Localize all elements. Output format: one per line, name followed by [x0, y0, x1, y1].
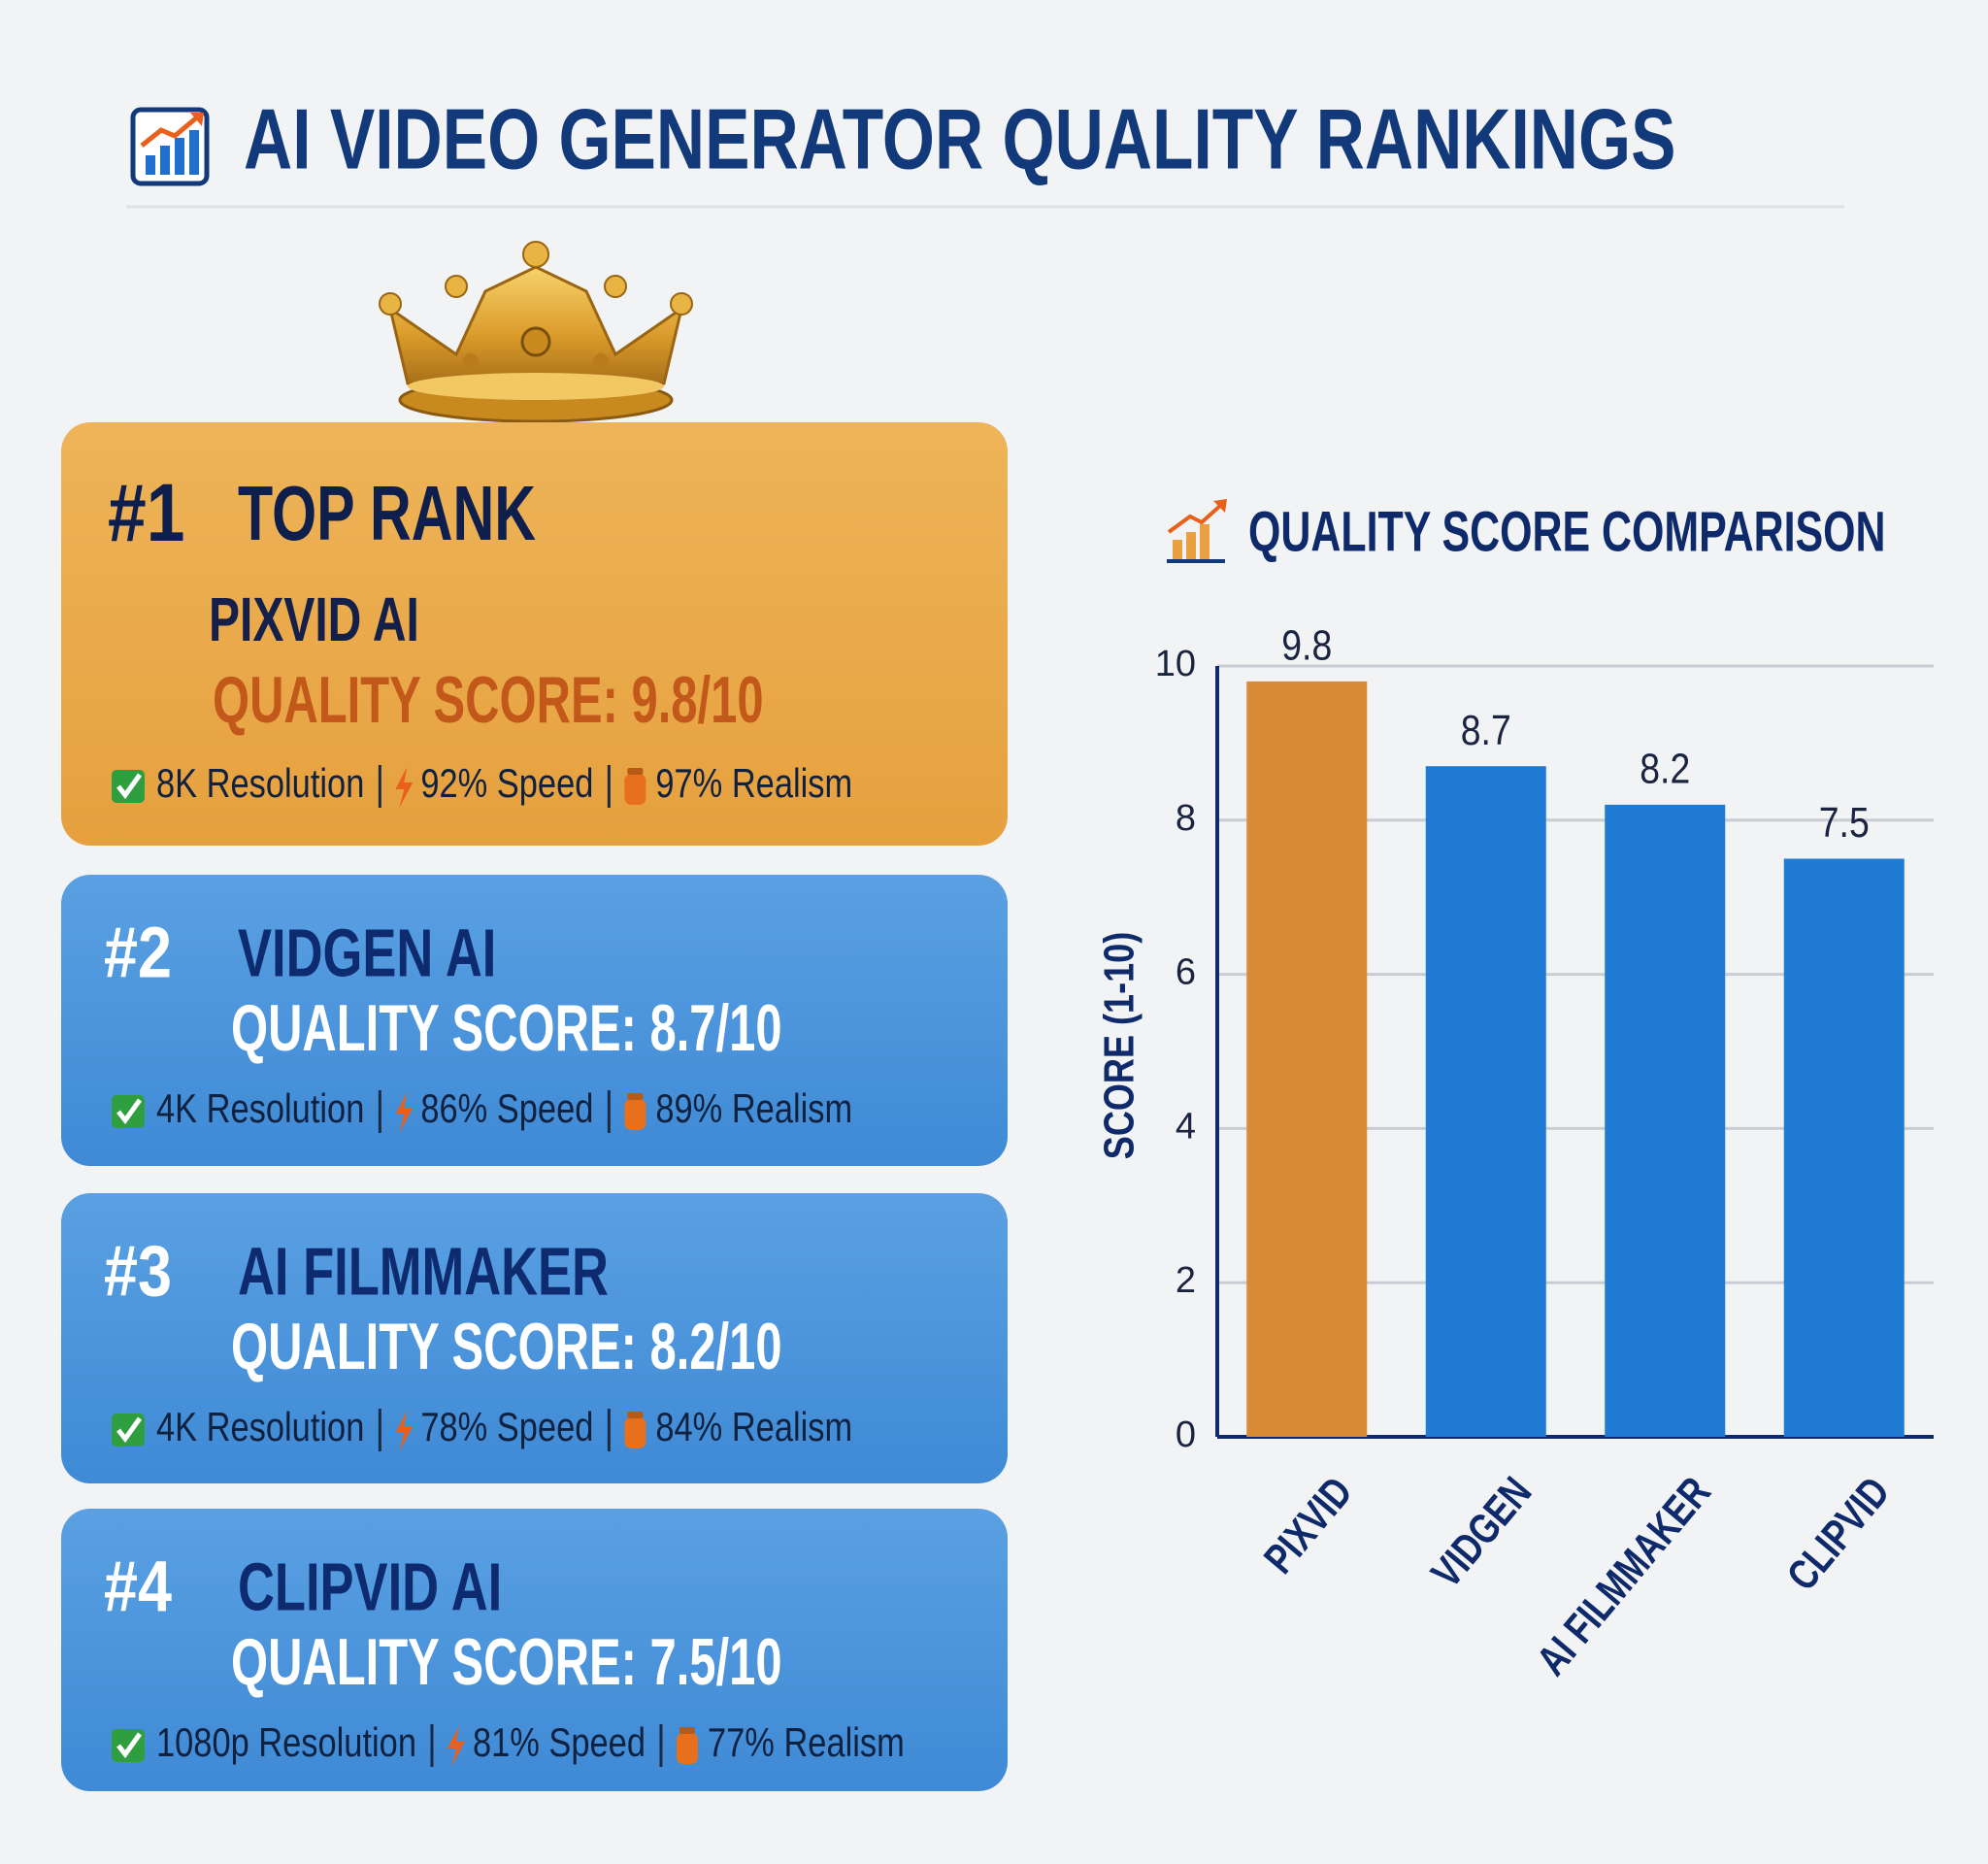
speed-icon	[395, 1411, 414, 1451]
realism-icon-lid	[627, 1412, 644, 1418]
feature-row: 4K Resolution 86% Speed 89% Realism	[112, 1086, 852, 1133]
feature-text: 78% Speed	[420, 1405, 593, 1450]
product-name: PIXVID AI	[209, 584, 419, 653]
rank-number: #3	[104, 1231, 172, 1312]
rank-card	[61, 1509, 1008, 1791]
y-tick-label: 4	[1176, 1106, 1196, 1147]
feature-text: 77% Realism	[708, 1720, 905, 1766]
value-label: 7.5	[1819, 798, 1870, 847]
speed-icon	[395, 1092, 414, 1133]
check-mark	[116, 1732, 143, 1759]
page-title: AI VIDEO GENERATOR QUALITY RANKINGS	[244, 90, 1675, 186]
bar	[1783, 858, 1905, 1437]
speed-icon	[447, 1726, 465, 1767]
realism-icon-lid	[627, 768, 644, 775]
feature-text: 84% Realism	[655, 1405, 852, 1450]
realism-icon	[624, 1417, 646, 1448]
realism-icon	[676, 1733, 698, 1764]
rank-card	[61, 1193, 1008, 1483]
value-label: 8.7	[1461, 706, 1511, 754]
realism-icon	[624, 774, 646, 805]
top-rank-card	[61, 422, 1008, 846]
product-name: AI FILMMAKER	[238, 1234, 609, 1310]
y-tick-label: 10	[1155, 644, 1196, 684]
feature-text: 86% Speed	[420, 1086, 593, 1132]
value-label: 9.8	[1281, 621, 1332, 670]
bar	[1605, 804, 1726, 1437]
y-tick-label: 2	[1176, 1260, 1196, 1301]
feature-text: 1080p Resolution	[156, 1720, 416, 1766]
product-name: CLIPVID AI	[238, 1549, 502, 1625]
y-tick-label: 6	[1176, 952, 1196, 993]
product-name: VIDGEN AI	[238, 915, 496, 991]
quality-score: QUALITY SCORE: 7.5/10	[231, 1624, 782, 1699]
speed-icon	[395, 767, 414, 808]
crown	[379, 241, 693, 423]
y-tick-label: 8	[1176, 798, 1196, 839]
feature-row: 8K Resolution 92% Speed 97% Realism	[112, 761, 852, 808]
quality-score: QUALITY SCORE: 8.7/10	[231, 990, 782, 1065]
rank-number: #2	[104, 913, 172, 993]
feature-row: 1080p Resolution 81% Speed 77% Realism	[112, 1720, 905, 1767]
realism-icon-lid	[679, 1727, 695, 1734]
quality-score: QUALITY SCORE: 8.2/10	[231, 1309, 782, 1383]
value-label: 8.2	[1640, 745, 1690, 793]
feature-text: 92% Speed	[420, 761, 593, 807]
check-mark	[116, 1416, 143, 1444]
rank-card	[61, 875, 1008, 1166]
realism-icon	[624, 1099, 646, 1130]
rank-label: TOP RANK	[238, 469, 536, 556]
title-icon	[130, 107, 210, 186]
check-mark	[116, 1098, 143, 1125]
quality-score: QUALITY SCORE: 9.8/10	[213, 662, 764, 737]
realism-icon-lid	[627, 1093, 644, 1100]
feature-text: 4K Resolution	[156, 1086, 364, 1132]
feature-text: 8K Resolution	[156, 761, 364, 807]
y-axis-label: SCORE (1-10)	[1095, 932, 1143, 1159]
bar	[1246, 681, 1368, 1437]
y-tick-label: 0	[1176, 1415, 1196, 1455]
rank-number: #4	[104, 1547, 172, 1627]
feature-text: 97% Realism	[655, 761, 852, 807]
feature-row: 4K Resolution 78% Speed 84% Realism	[112, 1405, 852, 1451]
chart-title: QUALITY SCORE COMPARISON	[1248, 500, 1886, 563]
bar	[1425, 766, 1546, 1437]
feature-text: 89% Realism	[655, 1086, 852, 1132]
feature-text: 81% Speed	[473, 1720, 646, 1766]
feature-text: 4K Resolution	[156, 1405, 364, 1450]
check-mark	[116, 773, 143, 800]
rank-number: #1	[108, 467, 184, 559]
chart-title-icon	[1167, 499, 1227, 563]
